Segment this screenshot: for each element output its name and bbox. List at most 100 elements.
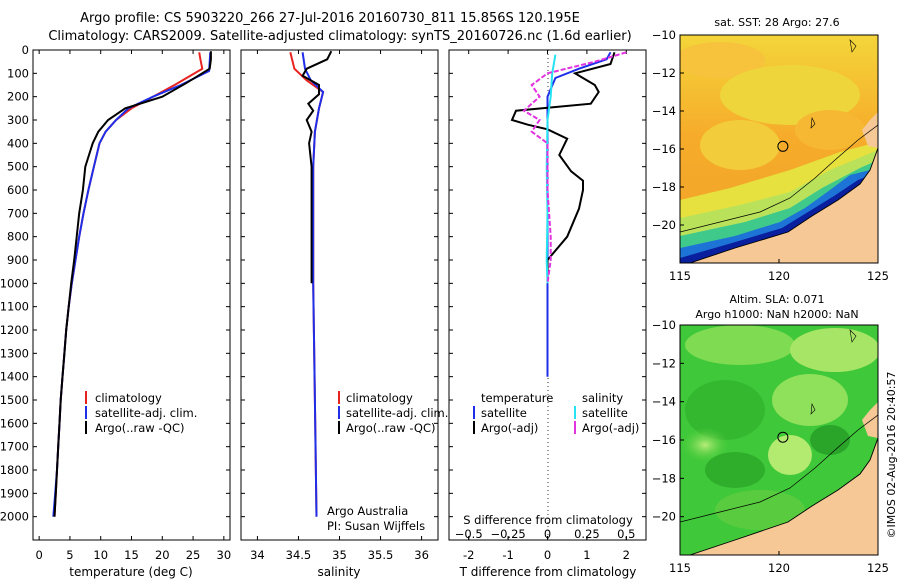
sla-map-panel: Altim. SLA: 0.071 Argo h1000: NaN h2000:… xyxy=(652,293,889,575)
difference-depth-ticks xyxy=(449,49,646,518)
depth-tick-label: 0 xyxy=(22,43,29,57)
s-tick-label: −0.25 xyxy=(490,527,525,541)
t-difference-label: T difference from climatology xyxy=(459,565,637,579)
map-y-tick-label: −18 xyxy=(652,471,676,485)
depth-tick-label: 1000 xyxy=(0,276,29,290)
depth-tick-label: 800 xyxy=(7,230,29,244)
salinity-legend: climatology satellite-adj. clim. Argo(..… xyxy=(338,391,448,435)
depth-tick-label: 200 xyxy=(7,90,29,104)
x-tick-label: 20 xyxy=(155,548,170,562)
depth-tick-label: 1600 xyxy=(0,416,29,430)
legend-label-s-argo: Argo(-adj) xyxy=(582,421,639,435)
legend-label-climatology: climatology xyxy=(95,391,162,405)
x-tick-label: 2 xyxy=(623,548,630,562)
depth-tick-label: 2000 xyxy=(0,510,29,524)
sla-float-marker xyxy=(777,431,789,443)
difference-panel: -2 -1 0 1 2 −0.5 −0.25 0 0.25 0.5 temperature sa… xyxy=(448,49,647,579)
legend-label-argo: Argo(..raw -QC) xyxy=(346,421,436,435)
salinity-xlabel: salinity xyxy=(317,565,360,579)
depth-axis: 0 100 200 300 400 500 600 700 800 900 1000 1100 1200… xyxy=(0,43,230,524)
map-y-tick-label: −18 xyxy=(652,180,676,194)
argo-australia-note: Argo Australia xyxy=(327,504,408,518)
depth-tick-label: 400 xyxy=(7,136,29,150)
map-x-tick-label: 115 xyxy=(669,561,691,575)
temperature-series xyxy=(52,51,212,517)
temperature-axis: 0 5 10 15 20 25 30 xyxy=(35,50,231,562)
map-y-tick-label: −10 xyxy=(652,28,676,42)
legend-label-satellite: satellite-adj. clim. xyxy=(346,406,448,420)
sst-float-marker xyxy=(777,140,789,152)
series-t-argo xyxy=(510,51,616,284)
map-x-tick-label: 125 xyxy=(867,269,889,283)
s-difference-axis: −0.5 −0.25 0 0.25 0.5 xyxy=(455,527,636,541)
depth-tick-label: 1800 xyxy=(0,463,29,477)
sst-map-title: sat. SST: 28 Argo: 27.6 xyxy=(714,16,839,29)
legend-label-t-argo: Argo(-adj) xyxy=(481,421,538,435)
map-y-tick-label: −12 xyxy=(652,66,676,80)
map-x-tick-label: 125 xyxy=(867,561,889,575)
map-x-tick-label: 120 xyxy=(768,561,790,575)
x-tick-label: 34 xyxy=(250,548,265,562)
depth-tick-label: 1400 xyxy=(0,370,29,384)
s-tick-label: −0.5 xyxy=(455,527,483,541)
sla-map-image xyxy=(680,325,878,555)
series-argo xyxy=(301,50,333,284)
imos-footer: ©IMOS 02-Aug-2016 20:40:57 xyxy=(885,372,898,539)
x-tick-label: 30 xyxy=(217,548,232,562)
map-y-tick-label: −14 xyxy=(652,395,676,409)
depth-tick-label: 500 xyxy=(7,160,29,174)
legend-label-satellite: satellite-adj. clim. xyxy=(95,406,197,420)
legend-label-t-satellite: satellite xyxy=(481,406,527,420)
legend-label-argo: Argo(..raw -QC) xyxy=(95,421,185,435)
salinity-axes xyxy=(240,49,439,541)
x-tick-label: 5 xyxy=(66,548,73,562)
map-y-tick-label: −20 xyxy=(652,510,676,524)
x-tick-label: -1 xyxy=(502,548,513,562)
x-tick-label: 25 xyxy=(186,548,201,562)
x-tick-label: -2 xyxy=(463,548,474,562)
depth-tick-label: 1500 xyxy=(0,393,29,407)
temperature-xlabel: temperature (deg C) xyxy=(69,565,192,579)
difference-series xyxy=(510,51,627,377)
sst-map-panel: sat. SST: 28 Argo: 27.6 115 120 125 −10 −12 −… xyxy=(652,16,889,283)
salinity-panel: 34 34.5 35 35.5 36 climatology satellite-adj… xyxy=(240,49,448,579)
x-tick-label: 15 xyxy=(124,548,139,562)
depth-tick-label: 1700 xyxy=(0,440,29,454)
depth-tick-label: 1100 xyxy=(0,300,29,314)
series-argo xyxy=(53,51,212,517)
temperature-legend: climatology satellite-adj. clim. Argo(..… xyxy=(85,391,197,435)
depth-tick-label: 1300 xyxy=(0,346,29,360)
sla-map-title-line-1: Altim. SLA: 0.071 xyxy=(729,293,824,306)
map-y-tick-label: −16 xyxy=(652,142,676,156)
x-tick-label: 0 xyxy=(544,548,551,562)
map-y-tick-label: −14 xyxy=(652,104,676,118)
depth-tick-label: 700 xyxy=(7,206,29,220)
depth-tick-label: 1200 xyxy=(0,323,29,337)
map-x-tick-label: 115 xyxy=(669,269,691,283)
x-tick-label: 0 xyxy=(35,548,42,562)
series-satellite xyxy=(52,52,212,517)
pi-note: PI: Susan Wijffels xyxy=(327,519,425,533)
sla-map-ticks: 115 120 125 −10 −12 −14 −16 −18 −20 xyxy=(652,318,889,575)
sst-map-ticks: 115 120 125 −10 −12 −14 −16 −18 −20 xyxy=(652,28,889,283)
title-line-2: Climatology: CARS2009. Satellite-adjuste… xyxy=(48,29,631,44)
x-tick-label: 35.5 xyxy=(368,548,394,562)
legend-label-s-satellite: satellite xyxy=(582,406,628,420)
legend-title-temperature: temperature xyxy=(481,391,553,405)
x-tick-label: 35 xyxy=(332,548,347,562)
sst-map-image xyxy=(680,35,878,263)
s-difference-label: S difference from climatology xyxy=(463,513,633,527)
legend-title-salinity: salinity xyxy=(582,391,623,405)
depth-tick-label: 1900 xyxy=(0,486,29,500)
x-tick-label: 1 xyxy=(583,548,590,562)
legend-label-climatology: climatology xyxy=(346,391,413,405)
depth-tick-label: 100 xyxy=(7,66,29,80)
s-tick-label: 0.5 xyxy=(617,527,635,541)
map-x-tick-label: 120 xyxy=(768,269,790,283)
x-tick-label: 34.5 xyxy=(286,548,312,562)
series-t-satellite xyxy=(546,51,612,377)
map-y-tick-label: −16 xyxy=(652,433,676,447)
depth-tick-label: 900 xyxy=(7,253,29,267)
series-climatology xyxy=(53,52,204,517)
